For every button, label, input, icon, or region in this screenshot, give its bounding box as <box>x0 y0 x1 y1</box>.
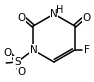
Text: S: S <box>14 57 20 67</box>
Text: F: F <box>84 45 90 55</box>
Text: O: O <box>17 13 25 23</box>
Text: O: O <box>17 67 25 77</box>
Text: N: N <box>50 9 58 19</box>
Text: H: H <box>56 5 64 15</box>
Text: O: O <box>83 13 91 23</box>
Text: O: O <box>3 48 11 58</box>
Text: N: N <box>30 45 38 55</box>
